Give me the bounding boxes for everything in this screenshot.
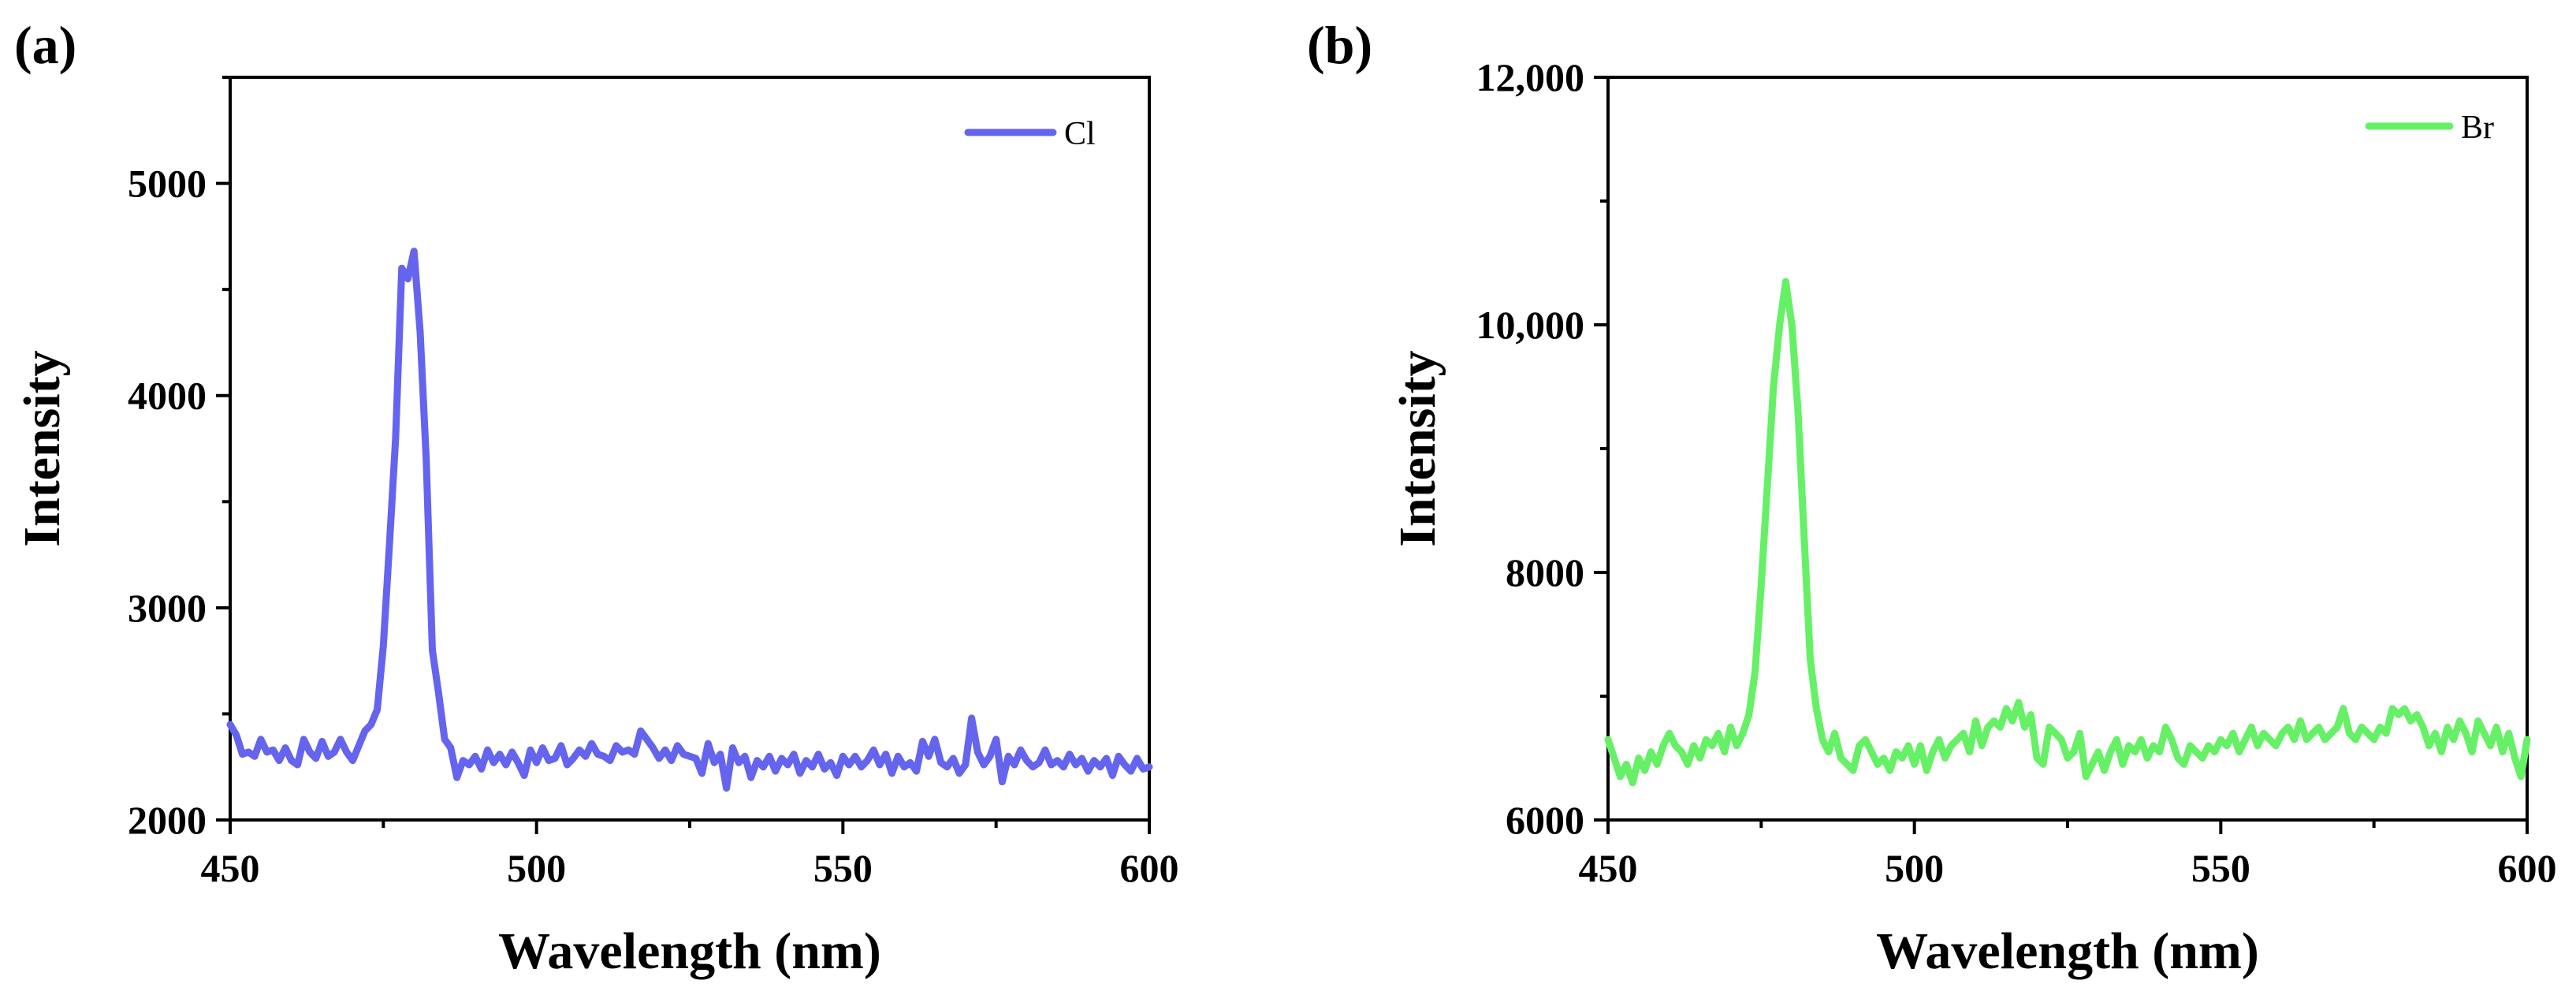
y-tick-label: 4000 <box>128 374 207 418</box>
chart-panel-1: (b) 450 500 550 600 6000 8000 10,000 12,000 Wavel… <box>1307 15 2557 980</box>
x-tick-label: 450 <box>201 846 260 890</box>
series-line-cl <box>226 248 1153 792</box>
series-line-br <box>1604 278 2531 787</box>
x-tick-label: 500 <box>507 846 566 890</box>
panel-label: (a) <box>14 15 76 75</box>
chart-panel-0: (a) 450 500 550 600 2000 3000 4000 5000 Wavelengt… <box>13 15 1179 980</box>
y-tick-label: 8000 <box>1506 550 1584 594</box>
legend: Cl <box>964 116 1096 152</box>
x-tick-label: 550 <box>813 846 873 890</box>
legend-label: Br <box>2461 110 2494 146</box>
y-tick-label: 5000 <box>128 162 207 206</box>
plot-frame <box>229 76 1151 822</box>
legend-label: Cl <box>1064 116 1096 152</box>
x-tick-label: 550 <box>2191 846 2250 890</box>
x-axis-title: Wavelength (nm) <box>498 922 881 980</box>
x-tick-label: 500 <box>1885 846 1944 890</box>
y-tick-label: 2000 <box>128 798 207 842</box>
y-axis-title: Intensity <box>13 350 71 546</box>
panel-label: (b) <box>1307 15 1372 75</box>
x-tick-label: 600 <box>2498 846 2557 890</box>
x-axis-title: Wavelength (nm) <box>1876 922 2259 980</box>
y-tick-label: 3000 <box>128 586 207 630</box>
y-tick-label: 6000 <box>1506 798 1584 842</box>
x-tick-label: 600 <box>1120 846 1179 890</box>
y-tick-label: 10,000 <box>1476 303 1585 347</box>
y-tick-label: 12,000 <box>1476 55 1585 99</box>
x-tick-label: 450 <box>1579 846 1638 890</box>
y-axis-title: Intensity <box>1389 350 1446 546</box>
legend: Br <box>2365 110 2494 146</box>
